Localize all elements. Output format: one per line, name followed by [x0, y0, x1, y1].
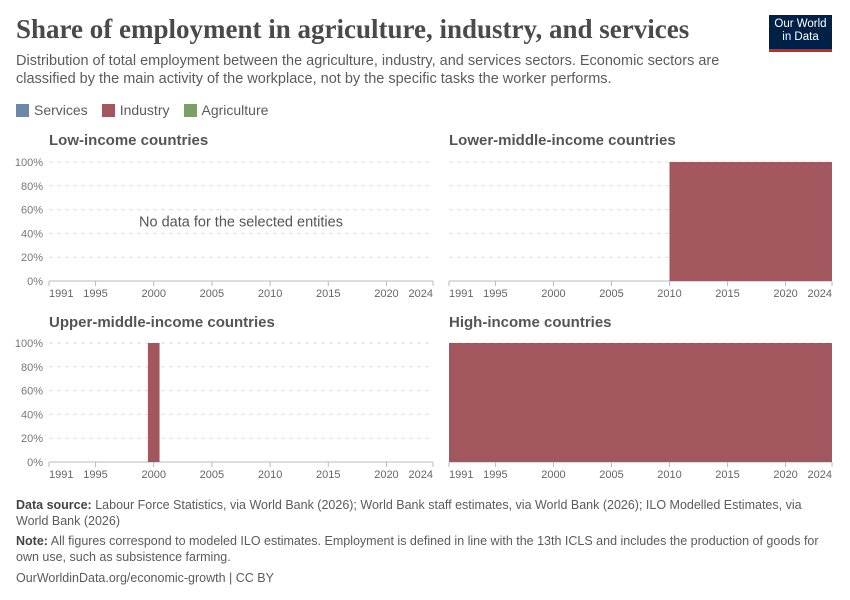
x-tick-label: 2010 [657, 469, 681, 481]
x-tick-label: 2000 [541, 469, 565, 481]
panel-title: Lower-middle-income countries [449, 132, 676, 149]
x-tick-label: 2005 [599, 288, 623, 300]
legend-label: Agriculture [201, 102, 269, 118]
x-tick-label: 2015 [715, 288, 739, 300]
panel-title: Low-income countries [49, 132, 208, 149]
area-industry [449, 343, 832, 462]
x-tick-label: 2024 [808, 288, 832, 300]
x-tick-label: 2000 [141, 288, 165, 300]
legend-swatch [16, 103, 29, 117]
legend-item-industry[interactable]: Industry [101, 102, 170, 118]
x-tick-label: 2024 [808, 469, 832, 481]
y-tick-label: 0% [27, 276, 43, 288]
panel-0: Low-income countries 0% 20% 40% 60% 80% 100% 19… [15, 132, 434, 300]
x-tick-label: 2005 [599, 469, 623, 481]
panel-2: Upper-middle-income countries 0% 20% 40% 60%… [15, 314, 434, 481]
x-tick-label: 2015 [316, 469, 340, 481]
x-tick-label: 2015 [316, 288, 340, 300]
legend-swatch [101, 103, 115, 117]
y-tick-label: 60% [21, 205, 43, 217]
x-tick-label: 2000 [541, 288, 565, 300]
x-tick-label: 1991 [49, 288, 73, 300]
x-tick-label: 2024 [409, 288, 433, 300]
y-tick-label: 60% [21, 386, 43, 398]
legend-item-services[interactable]: Services [16, 102, 88, 118]
owid-logo[interactable]: Our World in Data [769, 15, 832, 52]
x-tick-label: 2015 [715, 469, 739, 481]
x-tick-label: 2020 [374, 469, 398, 481]
legend-item-agriculture[interactable]: Agriculture [183, 102, 269, 118]
x-tick-label: 2005 [200, 469, 224, 481]
note: Note: All figures correspond to modeled … [16, 534, 819, 564]
chart-subtitle: Distribution of total employment between… [16, 53, 720, 87]
x-tick-label: 1995 [483, 469, 507, 481]
legend: Services Industry Agriculture [16, 102, 268, 118]
y-tick-label: 20% [21, 252, 43, 264]
legend-label: Industry [119, 102, 170, 118]
chart-title: Share of employment in agriculture, indu… [16, 14, 690, 44]
footer-url[interactable]: OurWorldinData.org/economic-growth | CC … [16, 571, 274, 585]
y-tick-label: 40% [21, 228, 43, 240]
panel-3: High-income countries 1991 1995 2000 2005 201… [448, 314, 833, 481]
x-tick-label: 1995 [83, 469, 107, 481]
legend-label: Services [34, 102, 88, 118]
panel-title: High-income countries [449, 314, 612, 331]
y-tick-label: 100% [15, 338, 43, 350]
data-source: Data source: Labour Force Statistics, vi… [16, 498, 802, 528]
y-tick-label: 80% [21, 181, 43, 193]
x-tick-label: 2020 [773, 469, 797, 481]
x-tick-label: 1991 [449, 288, 473, 300]
x-tick-label: 2010 [258, 288, 282, 300]
y-tick-label: 40% [21, 409, 43, 421]
x-tick-label: 2020 [773, 288, 797, 300]
x-tick-label: 2024 [409, 469, 433, 481]
x-tick-label: 1995 [483, 288, 507, 300]
x-tick-label: 2005 [200, 288, 224, 300]
y-tick-label: 0% [27, 457, 43, 469]
panel-1: Lower-middle-income countries 1991 1995 200… [448, 132, 833, 300]
x-tick-label: 2020 [374, 288, 398, 300]
x-tick-label: 1995 [83, 288, 107, 300]
x-tick-label: 2000 [141, 469, 165, 481]
x-tick-label: 2010 [657, 288, 681, 300]
x-tick-label: 2010 [258, 469, 282, 481]
area-industry [669, 162, 832, 281]
legend-swatch [183, 103, 197, 117]
y-tick-label: 100% [15, 157, 43, 169]
y-tick-label: 80% [21, 362, 43, 374]
bar-industry [147, 343, 160, 462]
panel-title: Upper-middle-income countries [49, 314, 275, 331]
no-data-message: No data for the selected entities [139, 215, 343, 231]
x-tick-label: 1991 [49, 469, 73, 481]
x-tick-label: 1991 [449, 469, 473, 481]
y-tick-label: 20% [21, 433, 43, 445]
